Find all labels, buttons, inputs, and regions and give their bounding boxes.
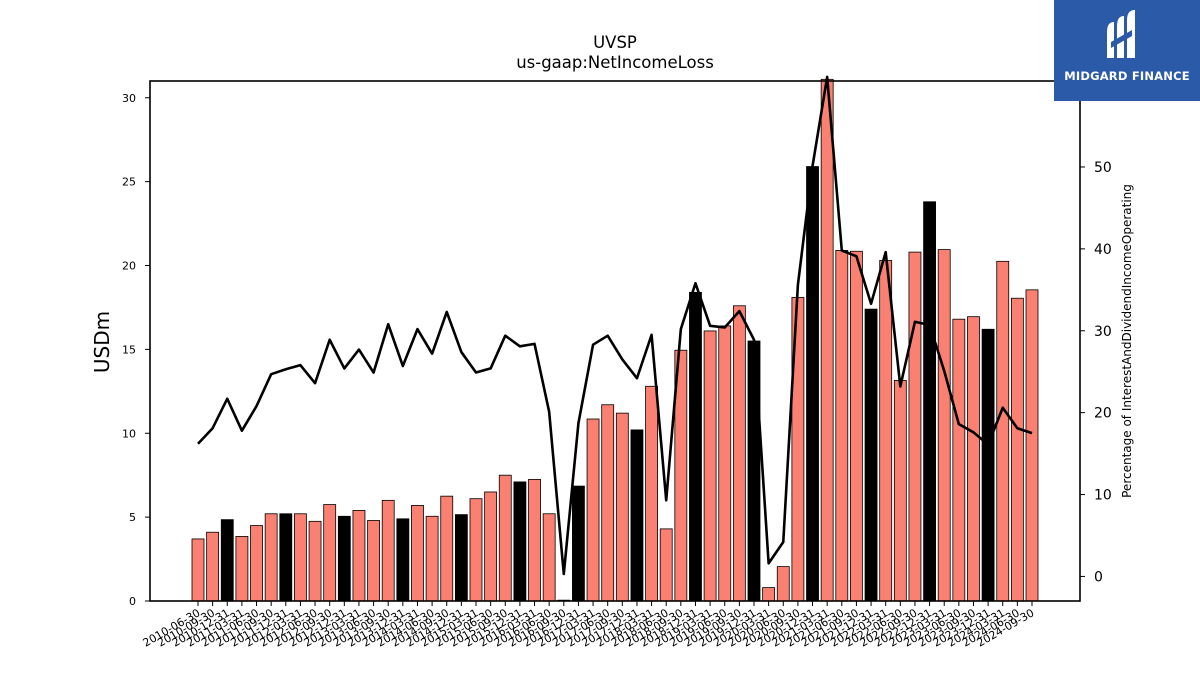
bar [294,513,307,602]
bar [381,499,395,602]
bar [879,260,893,602]
brand-logo: MIDGARD FINANCE [1054,0,1200,101]
bar [703,330,717,602]
bar [279,513,293,602]
bar [952,318,966,602]
bar [206,531,220,602]
y-tick-label-right: 40 [1094,242,1112,258]
y-tick-label-right: 0 [1094,569,1103,585]
y-tick-label-right: 10 [1094,488,1112,504]
bar [732,305,746,602]
y-tick-label-left: 10 [122,427,136,440]
bar [367,520,380,602]
bar [996,260,1010,602]
bar [820,78,834,602]
bar [542,513,556,602]
bar [469,498,483,602]
bar [762,587,776,602]
bar [850,250,863,602]
bar [689,291,702,602]
bar [411,504,424,602]
bar [425,515,439,602]
bar [806,166,819,602]
bar [513,481,527,602]
bar [396,518,410,602]
bar [747,340,761,602]
right-axis-ticks: 0 10 20 30 40 50 [1080,160,1112,585]
bar [835,250,849,602]
left-axis-ticks: 0 5 10 15 20 25 30 [122,92,150,608]
bar [572,485,585,602]
chart-subtitle: us-gaap:NetIncomeLoss [516,53,714,72]
y-tick-label-right: 20 [1094,406,1112,422]
bar [923,201,936,602]
chart-title: UVSP [593,33,637,52]
bar [864,308,878,602]
logo-text: MIDGARD FINANCE [1064,69,1190,83]
plot-frame [149,80,1081,602]
y-tick-label-left: 5 [129,511,136,524]
bar [967,316,980,602]
bar [908,251,922,602]
bar [191,538,205,602]
bar-series [191,78,1039,602]
series-line [197,75,1033,576]
bar [454,514,468,602]
y-axis-label-left: USDm [90,311,114,373]
bar [645,385,658,602]
bar [308,520,322,602]
bar [615,412,629,602]
bar [264,513,278,602]
bar [630,429,644,602]
midgard-logo-icon [1107,10,1135,58]
bar [1025,289,1039,602]
bar [235,536,249,602]
bar [250,525,263,602]
bar [323,504,337,602]
bar [498,474,512,602]
bar [220,519,234,602]
y-axis-label-right: Percentage of InterestAndDividendIncomeO… [1120,184,1134,498]
y-tick-label-left: 25 [122,176,136,189]
bar [718,325,732,602]
x-axis-ticks: 2010-06-302010-09-302010-12-312011-03-31… [141,601,1037,650]
y-tick-label-left: 0 [129,595,136,608]
y-tick-label-left: 20 [122,260,136,273]
line-series [197,75,1033,576]
bar [352,510,366,602]
y-tick-label-right: 50 [1094,160,1112,176]
bar [440,495,454,602]
bar [776,566,790,602]
bar [937,249,951,602]
y-tick-label-right: 30 [1094,324,1112,340]
y-tick-label-left: 30 [122,92,136,105]
bar [337,515,351,602]
bar [659,528,673,602]
bar [484,491,498,602]
y-tick-label-left: 15 [122,343,136,356]
bar [1010,297,1024,602]
bar [601,404,615,602]
bar [528,478,541,602]
bar [893,380,907,602]
bar [981,328,995,602]
bar [586,418,600,602]
